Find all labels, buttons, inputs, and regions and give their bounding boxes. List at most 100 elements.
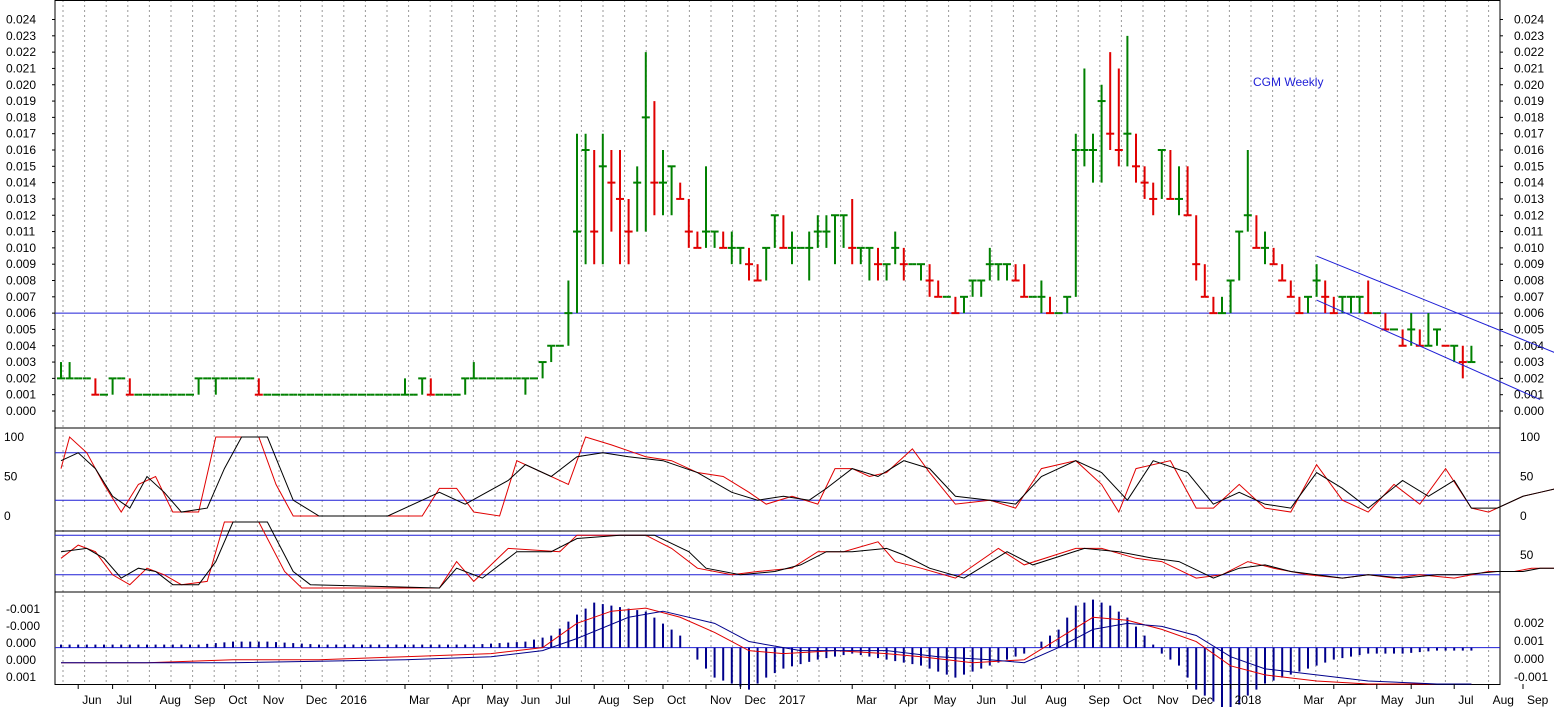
d-line: [60, 521, 1554, 589]
x-tick-label: Jul: [1011, 693, 1026, 707]
price-tick-label-left: 0.004: [6, 339, 36, 353]
x-tick-label: Dec: [744, 693, 765, 707]
x-tick-label: Apr: [899, 693, 918, 707]
macd-tick-label-left: -0.000: [6, 619, 40, 633]
x-tick-label: Apr: [1338, 693, 1357, 707]
price-tick-label-right: 0.024: [1514, 13, 1544, 27]
price-tick-label-left: 0.024: [6, 13, 36, 27]
price-tick-label-right: 0.022: [1514, 45, 1544, 59]
price-tick-label-right: 0.000: [1514, 404, 1544, 418]
x-tick-label: Dec: [1192, 693, 1213, 707]
d-line: [60, 436, 1554, 517]
chart-annotation: CGM Weekly: [1253, 75, 1323, 89]
x-tick-label: May: [934, 693, 957, 707]
price-tick-label-left: 0.002: [6, 371, 36, 385]
x-tick-label: 2017: [779, 693, 806, 707]
x-tick-label: Mar: [409, 693, 430, 707]
price-tick-label-left: 0.011: [6, 225, 35, 239]
price-tick-label-left: 0.021: [6, 61, 36, 75]
x-tick-label: Sep: [633, 693, 655, 707]
macd-tick-label-right: 0.001: [1514, 634, 1544, 648]
x-tick-label: Jun: [521, 693, 540, 707]
x-tick-label: Jul: [117, 693, 132, 707]
x-tick-label: Oct: [1123, 693, 1142, 707]
macd-tick-label-right: 0.000: [1514, 652, 1544, 666]
macd-tick-label-right: -0.001: [1514, 670, 1548, 684]
stochastic-fast-panel: 0 0 50 50 100 100: [4, 430, 1554, 523]
x-tick-label: May: [486, 693, 509, 707]
price-tick-label-left: 0.008: [6, 274, 36, 288]
price-tick-label-right: 0.015: [1514, 159, 1544, 173]
osc-tick-label-right: 0: [1520, 509, 1527, 523]
price-tick-label-left: 0.007: [6, 290, 36, 304]
price-tick-label-left: 0.010: [6, 241, 36, 255]
price-tick-label-right: 0.012: [1514, 208, 1544, 222]
price-tick-label-left: 0.015: [6, 159, 36, 173]
price-panel: 0.0000.0000.0010.0010.0020.0020.0030.003…: [6, 13, 1554, 418]
price-tick-label-left: 0.018: [6, 110, 36, 124]
k-line: [60, 436, 1554, 517]
price-tick-label-left: 0.023: [6, 29, 36, 43]
price-tick-label-right: 0.014: [1514, 176, 1544, 190]
x-tick-label: Sep: [1527, 693, 1549, 707]
macd-tick-label-left: 0.000: [6, 636, 36, 650]
osc-tick-label-right: 50: [1520, 548, 1534, 562]
x-tick-label: May: [1381, 693, 1404, 707]
price-tick-label-left: 0.019: [6, 94, 36, 108]
x-tick-label: Mar: [856, 693, 877, 707]
price-tick-label-right: 0.008: [1514, 274, 1544, 288]
frame-layer: [54, 0, 1501, 685]
macd-tick-label-right: 0.002: [1514, 616, 1544, 630]
price-tick-label-left: 0.001: [6, 388, 36, 402]
x-tick-label: Sep: [1088, 693, 1110, 707]
macd-tick-label-left: 0.001: [6, 670, 36, 684]
price-tick-label-left: 0.016: [6, 143, 36, 157]
price-tick-label-right: 0.009: [1514, 257, 1544, 271]
x-tick-label: Jun: [1415, 693, 1434, 707]
x-tick-label: Mar: [1303, 693, 1324, 707]
price-tick-label-right: 0.006: [1514, 306, 1544, 320]
price-tick-label-right: 0.002: [1514, 371, 1544, 385]
trend-channel-line: [1316, 255, 1554, 353]
price-tick-label-right: 0.017: [1514, 127, 1544, 141]
x-tick-label: Aug: [598, 693, 619, 707]
price-tick-label-left: 0.014: [6, 176, 36, 190]
price-tick-label-right: 0.005: [1514, 322, 1544, 336]
osc-tick-label-left: 0: [4, 509, 11, 523]
x-tick-label: 2016: [340, 693, 367, 707]
x-tick-label: Nov: [263, 693, 284, 707]
price-tick-label-right: 0.010: [1514, 241, 1544, 255]
osc-tick-label-right: 100: [1520, 430, 1540, 444]
x-tick-label: Jun: [82, 693, 101, 707]
osc-tick-label-left: 50: [4, 470, 18, 484]
x-tick-label: Aug: [1045, 693, 1066, 707]
x-tick-label: Nov: [710, 693, 731, 707]
price-tick-label-right: 0.013: [1514, 192, 1544, 206]
price-tick-label-right: 0.018: [1514, 110, 1544, 124]
x-tick-label: Aug: [1493, 693, 1514, 707]
x-tick-label: Oct: [228, 693, 247, 707]
price-tick-label-left: 0.005: [6, 322, 36, 336]
signal-line: [61, 610, 1472, 685]
price-tick-label-left: 0.009: [6, 257, 36, 271]
price-tick-label-left: 0.020: [6, 78, 36, 92]
macd-tick-label-left: 0.000: [6, 653, 36, 667]
price-tick-label-right: 0.020: [1514, 78, 1544, 92]
price-tick-label-right: 0.016: [1514, 143, 1544, 157]
x-tick-label: Jul: [1458, 693, 1473, 707]
x-tick-label: Aug: [160, 693, 181, 707]
price-tick-label-right: 0.021: [1514, 61, 1544, 75]
x-tick-label: Apr: [452, 693, 471, 707]
x-tick-label: Oct: [667, 693, 686, 707]
price-tick-label-left: 0.006: [6, 306, 36, 320]
macd-panel: -0.001 -0.000 0.000 0.000 0.001 -0.001 0.000 0.…: [6, 599, 1548, 712]
x-tick-label: Jul: [555, 693, 570, 707]
stochastic-slow-panel: 50: [55, 521, 1554, 589]
macd-line: [61, 607, 1472, 685]
x-tick-label: Sep: [194, 693, 216, 707]
price-tick-label-left: 0.000: [6, 404, 36, 418]
price-tick-label-right: 0.007: [1514, 290, 1544, 304]
k-line: [60, 521, 1554, 589]
